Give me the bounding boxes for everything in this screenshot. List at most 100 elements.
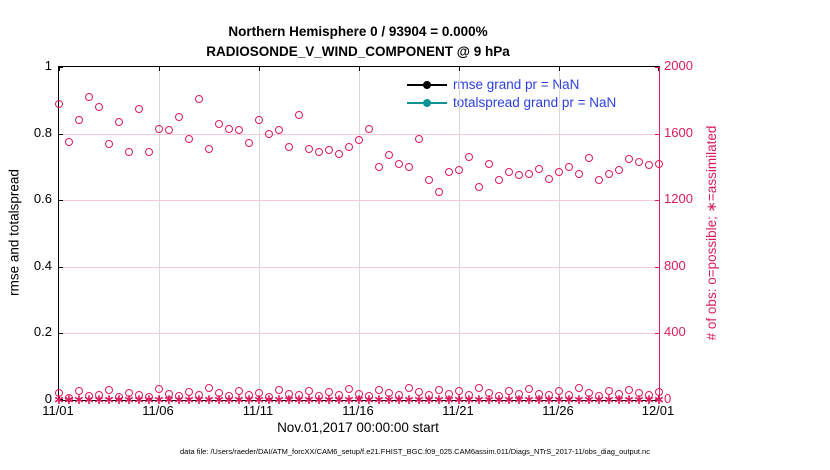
possible-obs-marker [645, 161, 653, 170]
vertical-gridline [259, 67, 260, 400]
assimilated-obs-marker: ∗ [213, 391, 225, 407]
possible-obs-marker [625, 154, 633, 163]
totalspread-marker-sample [423, 98, 431, 107]
possible-obs-low-band-marker [495, 392, 503, 401]
left-y-tick-label: 0.6 [33, 191, 52, 207]
chart-title-line1: Northern Hemisphere 0 / 93904 = 0.000% [228, 24, 488, 39]
horizontal-gridline [59, 133, 659, 135]
possible-obs-low-band-marker [155, 385, 163, 394]
right-y-tick-label: 1200 [664, 191, 693, 207]
possible-obs-marker [335, 149, 343, 158]
x-axis-label: Nov.01,2017 00:00:00 start [277, 420, 439, 435]
assimilated-obs-marker: ∗ [183, 391, 195, 407]
possible-obs-marker [185, 134, 193, 143]
possible-obs-marker [175, 112, 183, 121]
possible-obs-marker [305, 144, 313, 153]
x-tick-label: 11/16 [342, 403, 374, 418]
right-y-tick-label: 0 [664, 391, 672, 406]
possible-obs-low-band-marker [305, 387, 313, 396]
possible-obs-marker [325, 146, 333, 155]
x-tick-mark [159, 396, 160, 400]
possible-obs-low-band-marker [455, 386, 463, 395]
legend-label-totalspread: totalspread grand pr = NaN [453, 95, 617, 110]
possible-obs-marker [295, 111, 303, 120]
possible-obs-low-band-marker [245, 391, 253, 399]
possible-obs-marker [125, 147, 133, 156]
possible-obs-low-band-marker [95, 391, 103, 399]
possible-obs-marker [565, 162, 573, 171]
possible-obs-marker [465, 152, 473, 161]
possible-obs-low-band-marker [515, 390, 523, 399]
possible-obs-low-band-marker [555, 386, 563, 395]
possible-obs-marker [355, 136, 363, 145]
assimilated-obs-marker: ∗ [243, 391, 255, 407]
possible-obs-marker [55, 99, 63, 108]
assimilated-obs-marker: ∗ [643, 391, 655, 407]
left-y-tick-mark [59, 333, 63, 335]
x-tick-mark [59, 396, 60, 400]
possible-obs-low-band-marker [385, 389, 393, 397]
assimilated-obs-marker: ∗ [613, 391, 625, 407]
assimilated-obs-marker: ∗ [513, 391, 525, 407]
possible-obs-low-band-marker [265, 392, 273, 401]
right-y-tick-mark [655, 67, 659, 68]
possible-obs-low-band-marker [435, 385, 443, 394]
possible-obs-marker [385, 151, 393, 160]
possible-obs-marker [215, 119, 223, 128]
possible-obs-low-band-marker [575, 384, 583, 392]
legend-label-rmse: rmse grand pr = NaN [453, 77, 580, 92]
possible-obs-marker [345, 142, 353, 151]
possible-obs-low-band-marker [105, 386, 113, 394]
assimilated-obs-marker: ∗ [433, 391, 445, 407]
assimilated-obs-marker: ∗ [163, 391, 175, 407]
assimilated-obs-marker: ∗ [553, 391, 565, 407]
x-tick-mark [59, 67, 60, 71]
assimilated-obs-marker: ∗ [253, 391, 265, 407]
right-y-tick-label: 2000 [664, 58, 693, 73]
possible-obs-low-band-marker [475, 384, 483, 393]
assimilated-obs-marker: ∗ [333, 391, 345, 407]
horizontal-gridline [59, 200, 659, 202]
assimilated-obs-marker: ∗ [373, 391, 385, 407]
possible-obs-marker [605, 169, 613, 178]
possible-obs-marker [575, 169, 583, 178]
possible-obs-low-band-marker [465, 391, 473, 399]
assimilated-obs-marker: ∗ [233, 391, 245, 407]
assimilated-obs-marker: ∗ [453, 391, 465, 407]
possible-obs-marker [485, 159, 493, 168]
possible-obs-marker [65, 137, 73, 146]
possible-obs-low-band-marker [115, 392, 123, 401]
assimilated-obs-marker: ∗ [443, 391, 455, 407]
possible-obs-marker [375, 162, 383, 171]
assimilated-obs-marker: ∗ [483, 391, 495, 407]
x-tick-mark [559, 67, 560, 71]
x-tick-label: 11/26 [542, 403, 574, 418]
possible-obs-marker [205, 144, 213, 153]
possible-obs-low-band-marker [255, 388, 263, 397]
rmse-marker-sample [423, 80, 431, 89]
possible-obs-marker [245, 138, 253, 147]
left-y-tick-label: 0.8 [33, 124, 52, 140]
possible-obs-low-band-marker [325, 388, 333, 396]
possible-obs-low-band-marker [85, 391, 93, 400]
right-y-tick-mark [655, 200, 659, 202]
possible-obs-marker [315, 147, 323, 156]
x-tick-label: 11/01 [42, 403, 74, 418]
assimilated-obs-marker: ∗ [273, 391, 285, 407]
possible-obs-low-band-marker [215, 389, 223, 398]
assimilated-obs-marker: ∗ [73, 391, 85, 407]
possible-obs-marker [165, 126, 173, 135]
vertical-gridline [359, 67, 360, 400]
possible-obs-low-band-marker [585, 388, 593, 397]
possible-obs-marker [235, 126, 243, 135]
possible-obs-low-band-marker [205, 384, 213, 393]
possible-obs-marker [655, 159, 663, 168]
possible-obs-marker [535, 164, 543, 173]
possible-obs-marker [545, 174, 553, 183]
assimilated-obs-marker: ∗ [413, 391, 425, 407]
left-y-tick-mark [59, 399, 63, 400]
possible-obs-low-band-marker [375, 386, 383, 395]
possible-obs-marker [615, 166, 623, 175]
left-y-tick-label: 0.4 [33, 257, 52, 273]
possible-obs-low-band-marker [415, 387, 423, 396]
